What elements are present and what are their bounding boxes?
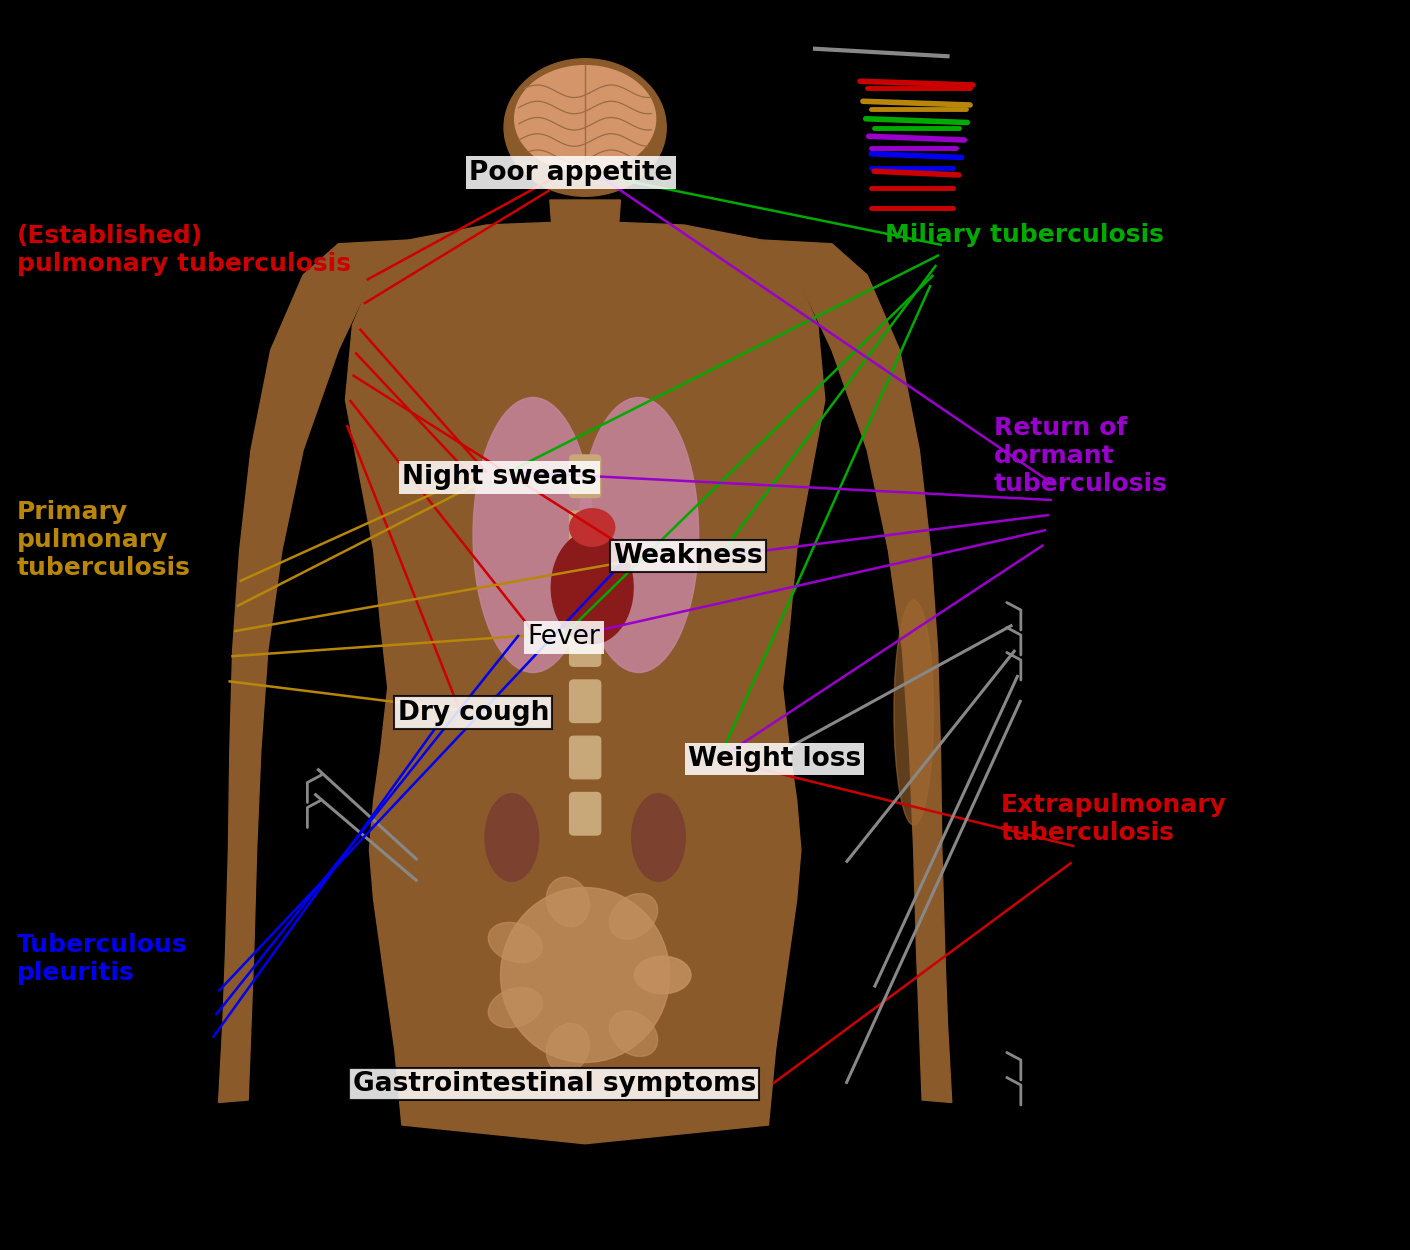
Ellipse shape: [570, 509, 615, 546]
Ellipse shape: [634, 956, 691, 994]
Ellipse shape: [488, 922, 543, 962]
Text: Weight loss: Weight loss: [688, 746, 862, 771]
FancyBboxPatch shape: [570, 624, 601, 666]
Text: Return of
dormant
tuberculosis: Return of dormant tuberculosis: [994, 416, 1167, 496]
Polygon shape: [761, 240, 952, 1102]
Text: Gastrointestinal symptoms: Gastrointestinal symptoms: [352, 1071, 756, 1096]
Text: (Established)
pulmonary tuberculosis: (Established) pulmonary tuberculosis: [17, 224, 351, 276]
Ellipse shape: [546, 878, 589, 926]
FancyBboxPatch shape: [570, 511, 601, 554]
Ellipse shape: [505, 59, 667, 196]
Text: Miliary tuberculosis: Miliary tuberculosis: [885, 222, 1165, 248]
Ellipse shape: [634, 956, 691, 994]
FancyBboxPatch shape: [570, 680, 601, 722]
Ellipse shape: [474, 398, 592, 672]
Polygon shape: [219, 240, 409, 1102]
Text: Weakness: Weakness: [613, 544, 763, 569]
Ellipse shape: [609, 1011, 657, 1056]
Text: Tuberculous
pleuritis: Tuberculous pleuritis: [17, 932, 188, 985]
Text: Night sweats: Night sweats: [402, 465, 596, 490]
FancyBboxPatch shape: [570, 736, 601, 779]
Polygon shape: [345, 222, 825, 1144]
Text: Fever: Fever: [527, 625, 601, 650]
Text: Extrapulmonary
tuberculosis: Extrapulmonary tuberculosis: [1001, 792, 1227, 845]
Ellipse shape: [488, 988, 543, 1028]
Ellipse shape: [515, 65, 656, 171]
Ellipse shape: [609, 894, 657, 939]
FancyBboxPatch shape: [570, 568, 601, 610]
Text: Dry cough: Dry cough: [398, 700, 548, 725]
FancyBboxPatch shape: [570, 455, 601, 498]
Ellipse shape: [551, 531, 633, 644]
Ellipse shape: [632, 794, 685, 881]
Ellipse shape: [501, 888, 670, 1062]
Ellipse shape: [546, 1024, 589, 1072]
Text: Primary
pulmonary
tuberculosis: Primary pulmonary tuberculosis: [17, 500, 190, 580]
Ellipse shape: [894, 600, 933, 825]
Ellipse shape: [485, 794, 539, 881]
Polygon shape: [550, 200, 620, 240]
Text: Poor appetite: Poor appetite: [470, 160, 673, 185]
FancyBboxPatch shape: [570, 792, 601, 835]
Ellipse shape: [580, 398, 699, 672]
